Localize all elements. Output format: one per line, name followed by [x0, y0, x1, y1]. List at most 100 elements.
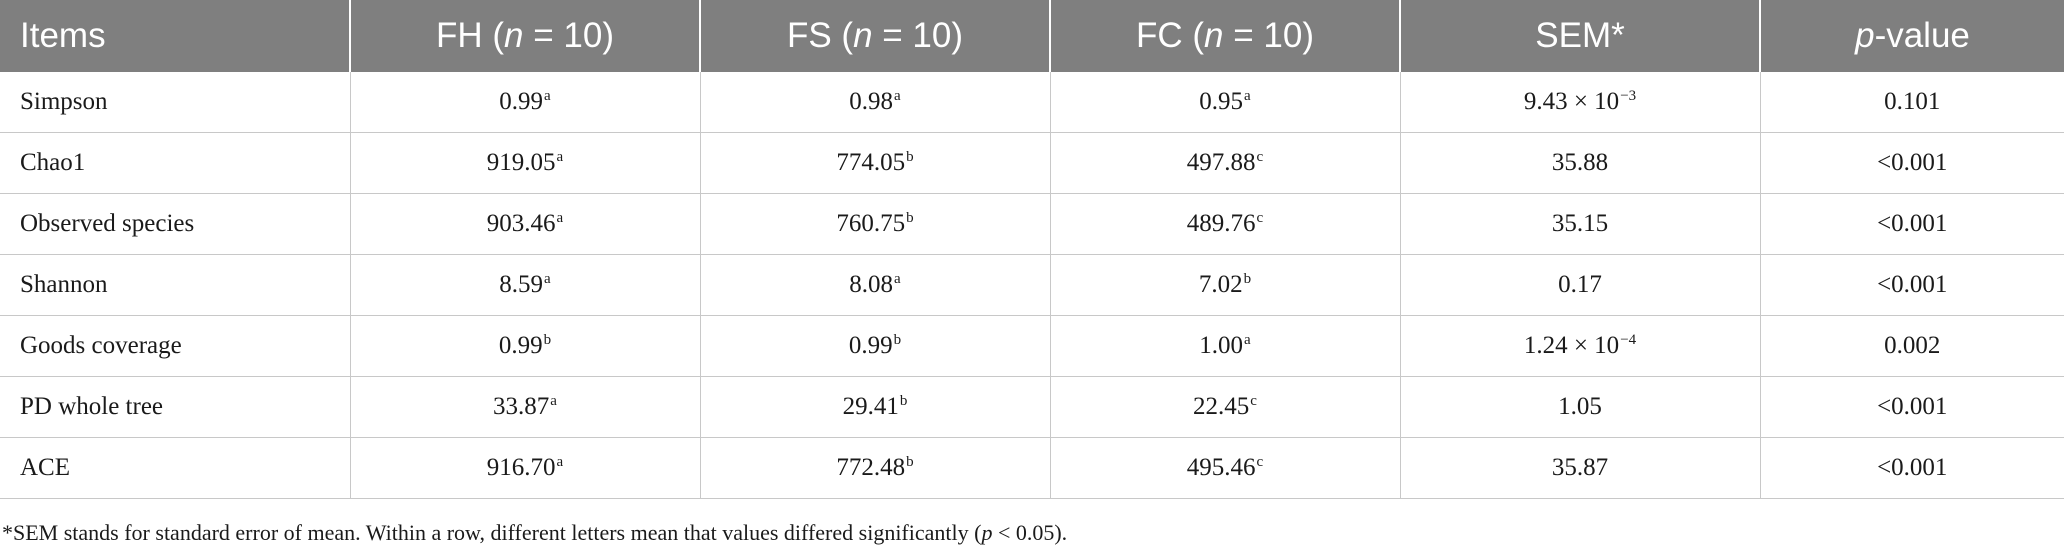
header-italic: n [504, 16, 524, 55]
row-label: PD whole tree [0, 376, 351, 438]
table-cell: 8.59a [349, 254, 701, 316]
cell-value: 1.00 [1199, 332, 1244, 359]
cell-superscript: a [544, 271, 551, 287]
cell-value: 0.99 [848, 332, 893, 359]
column-header-5: p-value [1760, 0, 2064, 72]
header-row: Items FH (n = 10) FS (n = 10) FC (n = 10) SE… [0, 0, 2064, 72]
table-cell: <0.001 [1759, 132, 2064, 194]
cell-value: 772.48 [836, 454, 906, 481]
header-prefix: FH ( [436, 16, 505, 55]
cell-value: 7.02 [1198, 271, 1243, 298]
row-label: ACE [0, 437, 351, 499]
row-label: Goods coverage [0, 315, 351, 377]
column-header-4: SEM* [1400, 0, 1761, 72]
table-cell: 0.101 [1759, 72, 2064, 133]
header-italic: p [1855, 16, 1875, 55]
table-cell: 1.24 × 10−4 [1399, 315, 1761, 377]
cell-superscript: a [894, 88, 901, 104]
header-prefix: SEM* [1535, 16, 1625, 55]
cell-superscript: a [894, 271, 901, 287]
table-footnote: *SEM stands for standard error of mean. … [2, 520, 1067, 546]
cell-value: 903.46 [486, 210, 556, 237]
table-cell: 772.48b [699, 437, 1051, 499]
table-cell: 9.43 × 10−3 [1399, 72, 1761, 133]
table-cell: <0.001 [1759, 437, 2064, 499]
table-container: Items FH (n = 10) FS (n = 10) FC (n = 10) SE… [0, 0, 2064, 499]
cell-value: 0.002 [1884, 332, 1941, 359]
cell-value: <0.001 [1877, 454, 1948, 481]
cell-value: 0.98 [849, 88, 894, 115]
header-italic: n [853, 16, 873, 55]
row-label: Shannon [0, 254, 351, 316]
column-header-1: FH (n = 10) [350, 0, 701, 72]
cell-value: <0.001 [1877, 393, 1948, 420]
header-italic: n [1204, 16, 1224, 55]
cell-value: 22.45 [1193, 393, 1250, 420]
table-cell: 1.00a [1049, 315, 1401, 377]
cell-superscript: a [544, 88, 551, 104]
cell-superscript: b [899, 393, 908, 409]
cell-superscript: a [556, 149, 564, 165]
table-cell: 760.75b [699, 193, 1051, 255]
cell-superscript: b [893, 332, 902, 348]
cell-value: 9.43 × 10 [1523, 88, 1620, 115]
cell-value: 0.99 [498, 332, 543, 359]
cell-value: 35.87 [1551, 454, 1609, 481]
cell-superscript: a [1244, 332, 1251, 348]
table-cell: 0.99a [349, 72, 701, 133]
row-label: Simpson [0, 72, 351, 133]
cell-value: 0.17 [1558, 271, 1602, 298]
table-cell: 903.46a [349, 193, 701, 255]
cell-value: 35.88 [1551, 149, 1609, 176]
cell-superscript: a [1244, 88, 1251, 104]
table-row: Chao1 919.05a 774.05b 497.88c 35.88 <0.001 [0, 132, 2064, 194]
cell-value: 489.76 [1186, 210, 1256, 237]
footnote-p-symbol: p [981, 520, 993, 545]
table-row: Shannon 8.59a 8.08a 7.02b 0.17 <0.001 [0, 254, 2064, 316]
table-cell: 29.41b [699, 376, 1051, 438]
header-prefix: Items [20, 16, 106, 55]
table-cell: 35.88 [1399, 132, 1761, 194]
table-cell: 0.95a [1049, 72, 1401, 133]
cell-superscript: c [1256, 454, 1264, 470]
table-cell: 495.46c [1049, 437, 1401, 499]
table-cell: 774.05b [699, 132, 1051, 194]
header-suffix: -value [1874, 16, 1970, 55]
cell-superscript: b [543, 332, 552, 348]
cell-value: 0.99 [499, 88, 544, 115]
cell-value: 916.70 [486, 454, 556, 481]
footnote-text-before: *SEM stands for standard error of mean. … [2, 520, 982, 545]
table-cell: 0.002 [1759, 315, 2064, 377]
table-cell: 22.45c [1049, 376, 1401, 438]
cell-value: <0.001 [1877, 210, 1948, 237]
column-header-3: FC (n = 10) [1050, 0, 1401, 72]
cell-value: 8.08 [849, 271, 894, 298]
table-row: Simpson 0.99a 0.98a 0.95a 9.43 × 10−3 0.101 [0, 72, 2064, 133]
header-suffix: = 10) [523, 16, 614, 55]
cell-value: 0.95 [1199, 88, 1244, 115]
footnote-text-after: < 0.05). [992, 520, 1068, 545]
cell-superscript: a [556, 210, 564, 226]
cell-superscript: b [1243, 271, 1252, 287]
cell-value: <0.001 [1877, 149, 1948, 176]
table-header: Items FH (n = 10) FS (n = 10) FC (n = 10) SE… [0, 0, 2064, 72]
cell-superscript: b [906, 454, 914, 470]
column-header-0: Items [0, 0, 351, 72]
table-cell: 497.88c [1049, 132, 1401, 194]
table-cell: 35.15 [1399, 193, 1761, 255]
cell-superscript: a [556, 454, 564, 470]
cell-superscript: b [906, 149, 914, 165]
cell-value: 760.75 [836, 210, 906, 237]
cell-superscript: −4 [1620, 332, 1637, 348]
table-row: Observed species 903.46a 760.75b 489.76c 35.… [0, 193, 2064, 255]
table-cell: 0.98a [699, 72, 1051, 133]
table-row: ACE 916.70a 772.48b 495.46c 35.87 <0.001 [0, 437, 2064, 499]
table-cell: 1.05 [1399, 376, 1761, 438]
cell-value: 33.87 [493, 393, 550, 420]
header-prefix: FC ( [1136, 16, 1205, 55]
row-label: Observed species [0, 193, 351, 255]
table-body: Simpson 0.99a 0.98a 0.95a 9.43 × 10−3 0.101 Ch… [0, 72, 2064, 499]
cell-value: 1.24 × 10 [1523, 332, 1620, 359]
data-table: Items FH (n = 10) FS (n = 10) FC (n = 10) SE… [0, 0, 2064, 499]
table-cell: 916.70a [349, 437, 701, 499]
